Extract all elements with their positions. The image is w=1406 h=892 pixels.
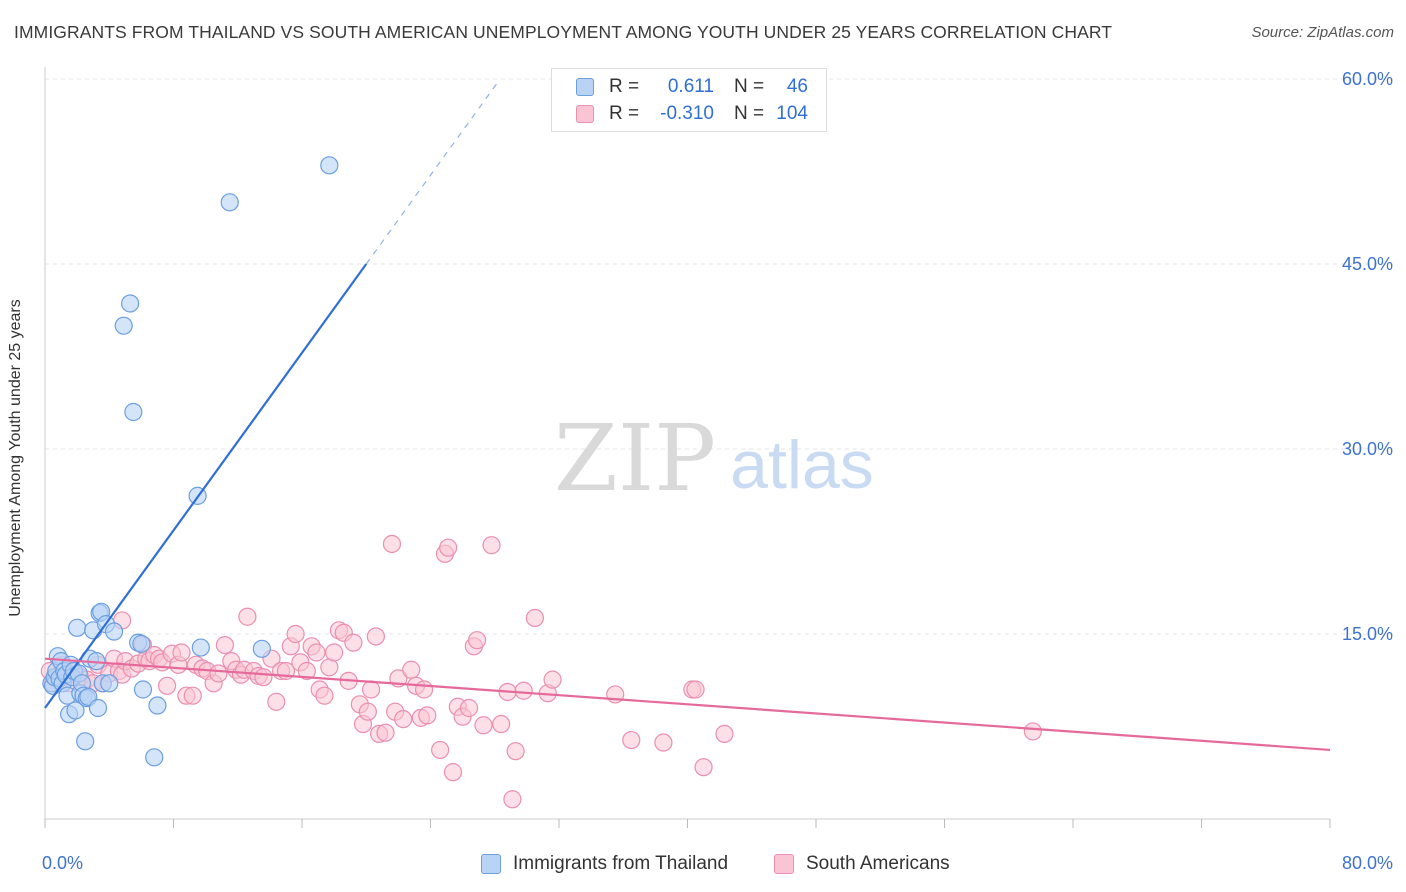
data-point-thailand xyxy=(121,294,140,313)
data-point-thailand xyxy=(133,680,153,699)
data-point-thailand xyxy=(252,639,271,658)
data-point-south-americans xyxy=(1023,722,1042,741)
legend-n-label: N = xyxy=(734,103,765,124)
legend-r-label: R = xyxy=(609,103,640,124)
y-axis-label: Unemployment Among Youth under 25 years xyxy=(7,299,24,617)
data-point-thailand xyxy=(124,402,143,422)
data-point-south-americans xyxy=(297,661,316,681)
data-point-south-americans xyxy=(254,668,273,687)
legend-n-value: 104 xyxy=(776,103,808,124)
data-point-south-americans xyxy=(503,790,522,809)
data-point-south-americans xyxy=(715,724,734,744)
legend-n-label: N = xyxy=(734,76,765,97)
data-point-thailand xyxy=(148,696,167,715)
data-point-south-americans xyxy=(418,706,437,725)
data-point-thailand xyxy=(88,698,108,718)
bottom-legend-label-south-americans: South Americans xyxy=(806,853,950,874)
data-point-south-americans xyxy=(157,676,177,695)
data-point-thailand xyxy=(320,156,339,175)
data-point-south-americans xyxy=(654,733,673,752)
legend-r-value: -0.310 xyxy=(660,103,714,124)
correlation-legend: R = 0.611 N = 46 R = -0.310 N = 104 xyxy=(551,68,827,132)
legend-swatch-south-americans xyxy=(576,105,594,123)
y-tick-label: 30.0% xyxy=(1342,439,1393,459)
data-point-south-americans xyxy=(267,692,286,711)
data-point-south-americans xyxy=(376,723,395,742)
y-tick-label: 45.0% xyxy=(1342,254,1393,274)
axes xyxy=(44,67,1331,828)
data-point-south-americans xyxy=(686,680,705,699)
data-point-thailand xyxy=(220,193,239,212)
data-point-thailand xyxy=(114,316,133,335)
legend-row-thailand: R = 0.611 N = 46 xyxy=(576,75,808,99)
data-point-thailand xyxy=(132,634,151,653)
x-tick-label: 80.0% xyxy=(1342,853,1393,873)
data-point-south-americans xyxy=(474,716,493,735)
legend-n-value: 46 xyxy=(786,76,808,97)
data-point-south-americans xyxy=(325,643,344,662)
data-point-south-americans xyxy=(431,740,450,760)
legend-r-value: 0.611 xyxy=(667,76,714,97)
watermark-atlas: atlas xyxy=(730,427,874,503)
trend-line-thailand-extension xyxy=(365,81,499,265)
x-tick-label: 0.0% xyxy=(42,853,83,873)
data-point-south-americans xyxy=(622,730,641,750)
data-point-thailand xyxy=(76,732,95,751)
data-point-thailand xyxy=(191,638,210,657)
data-point-south-americans xyxy=(443,763,463,782)
data-point-south-americans xyxy=(183,686,202,705)
data-point-south-americans xyxy=(344,633,363,652)
data-point-south-americans xyxy=(482,536,501,555)
legend-swatch-thailand xyxy=(576,78,594,96)
trend-line-south-americans xyxy=(44,657,1331,752)
data-point-south-americans xyxy=(307,643,326,662)
trend-line-thailand xyxy=(44,263,368,709)
series-south-americans-points xyxy=(40,534,1042,809)
data-point-thailand xyxy=(145,748,164,767)
data-point-thailand xyxy=(104,622,124,641)
data-point-south-americans xyxy=(315,686,334,705)
data-point-south-americans xyxy=(394,709,413,729)
y-tick-label: 15.0% xyxy=(1342,624,1393,644)
data-point-south-americans xyxy=(286,624,305,644)
data-point-south-americans xyxy=(366,627,385,646)
chart-source: Source: ZipAtlas.com xyxy=(1251,24,1394,41)
trend-lines xyxy=(44,81,1331,752)
chart-title: IMMIGRANTS FROM THAILAND VS SOUTH AMERIC… xyxy=(14,22,1113,42)
data-point-thailand xyxy=(100,674,119,693)
watermark: ZIP atlas xyxy=(554,405,874,512)
data-point-south-americans xyxy=(402,660,421,679)
bottom-legend-south-americans: South Americans xyxy=(774,852,950,876)
data-point-south-americans xyxy=(492,714,511,734)
bottom-legend-swatch-south-americans xyxy=(774,854,794,874)
data-point-thailand xyxy=(68,618,87,637)
data-point-south-americans xyxy=(439,538,458,557)
data-point-south-americans xyxy=(358,702,377,721)
gridlines xyxy=(45,78,1393,635)
bottom-legend-label-thailand: Immigrants from Thailand xyxy=(513,853,729,874)
data-point-south-americans xyxy=(467,631,487,650)
data-point-south-americans xyxy=(514,681,533,700)
data-point-south-americans xyxy=(172,643,191,662)
data-point-south-americans xyxy=(459,698,479,718)
data-point-south-americans xyxy=(382,534,402,554)
y-tick-label: 60.0% xyxy=(1342,69,1393,89)
data-point-south-americans xyxy=(215,635,234,655)
data-point-thailand xyxy=(66,701,85,720)
data-point-south-americans xyxy=(414,680,434,699)
watermark-zip: ZIP xyxy=(554,405,716,512)
legend-r-label: R = xyxy=(609,76,640,97)
data-point-south-americans xyxy=(209,664,228,683)
bottom-legend-swatch-thailand xyxy=(481,854,501,874)
data-point-south-americans xyxy=(694,758,713,777)
data-point-south-americans xyxy=(543,670,562,689)
bottom-legend-thailand: Immigrants from Thailand xyxy=(481,852,728,876)
data-point-south-americans xyxy=(361,680,381,699)
data-point-south-americans xyxy=(506,742,525,761)
legend-row-south-americans: R = -0.310 N = 104 xyxy=(576,102,808,126)
data-point-south-americans xyxy=(525,608,545,628)
tick-labels: 15.0% 30.0% 45.0% 60.0% 0.0% 80.0% xyxy=(42,69,1393,873)
data-point-south-americans xyxy=(238,607,257,626)
